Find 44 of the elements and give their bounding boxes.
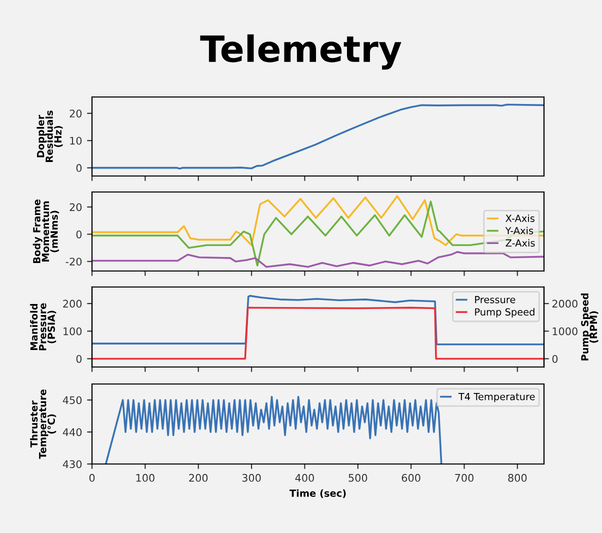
y-tick-label: 0: [76, 354, 82, 363]
line-series: [92, 251, 544, 268]
line-series: [92, 294, 544, 346]
y-tick-label: 450: [62, 396, 82, 404]
x-tick-label: 800: [508, 474, 527, 482]
y-tick-label: 100: [64, 327, 82, 336]
legend-label: Pressure: [475, 296, 516, 304]
line-series: [92, 104, 544, 170]
y2-tick-label: 0: [552, 354, 558, 363]
y-tick-label: 0: [76, 230, 82, 238]
y-tick-label: 440: [62, 428, 82, 436]
line-series: [92, 200, 544, 266]
y-tick-label: 200: [63, 300, 82, 308]
x-tick-label: 100: [136, 474, 154, 482]
x-tick-label: 200: [189, 474, 208, 482]
y2-tick-label: 1000: [552, 327, 578, 336]
x-tick-label: 0: [89, 474, 95, 482]
y-tick-label: 10: [70, 136, 82, 145]
line-series: [92, 195, 544, 246]
x-tick-label: 400: [295, 474, 314, 482]
line-series: [92, 306, 544, 360]
y2-axis-title: Pump Speed (RPM): [580, 294, 598, 360]
y-axis-title: Thruster Temperature (°C): [30, 390, 56, 459]
y-axis-title: Body Frame Momentum (mNms): [32, 200, 59, 264]
x-tick-label: 600: [402, 474, 420, 482]
legend-label: X-Axis: [506, 214, 534, 222]
y-tick-label: -20: [66, 258, 82, 266]
chart-title: Telemetry: [200, 34, 402, 70]
y2-tick-label: 2000: [552, 300, 578, 308]
x-axis-title: Time (sec): [289, 489, 346, 498]
y-axis-title: Manifold Pressure (PSIA): [30, 303, 56, 350]
x-tick-label: 500: [348, 474, 368, 482]
y-tick-label: 430: [62, 460, 82, 468]
legend-label: Y-Axis: [505, 226, 534, 234]
legend-label: Pump Speed: [475, 308, 534, 318]
y-tick-label: 0: [76, 164, 82, 172]
y-axis-title: Doppler Residuals (Hz): [36, 110, 63, 162]
x-tick-label: 300: [242, 474, 261, 482]
line-series: [104, 396, 442, 464]
legend-label: Z-Axis: [506, 239, 535, 247]
y-tick-label: 20: [70, 110, 82, 118]
y-tick-label: 20: [70, 203, 82, 212]
x-tick-label: 700: [455, 474, 474, 482]
legend-label: T4 Temperature: [458, 393, 535, 402]
